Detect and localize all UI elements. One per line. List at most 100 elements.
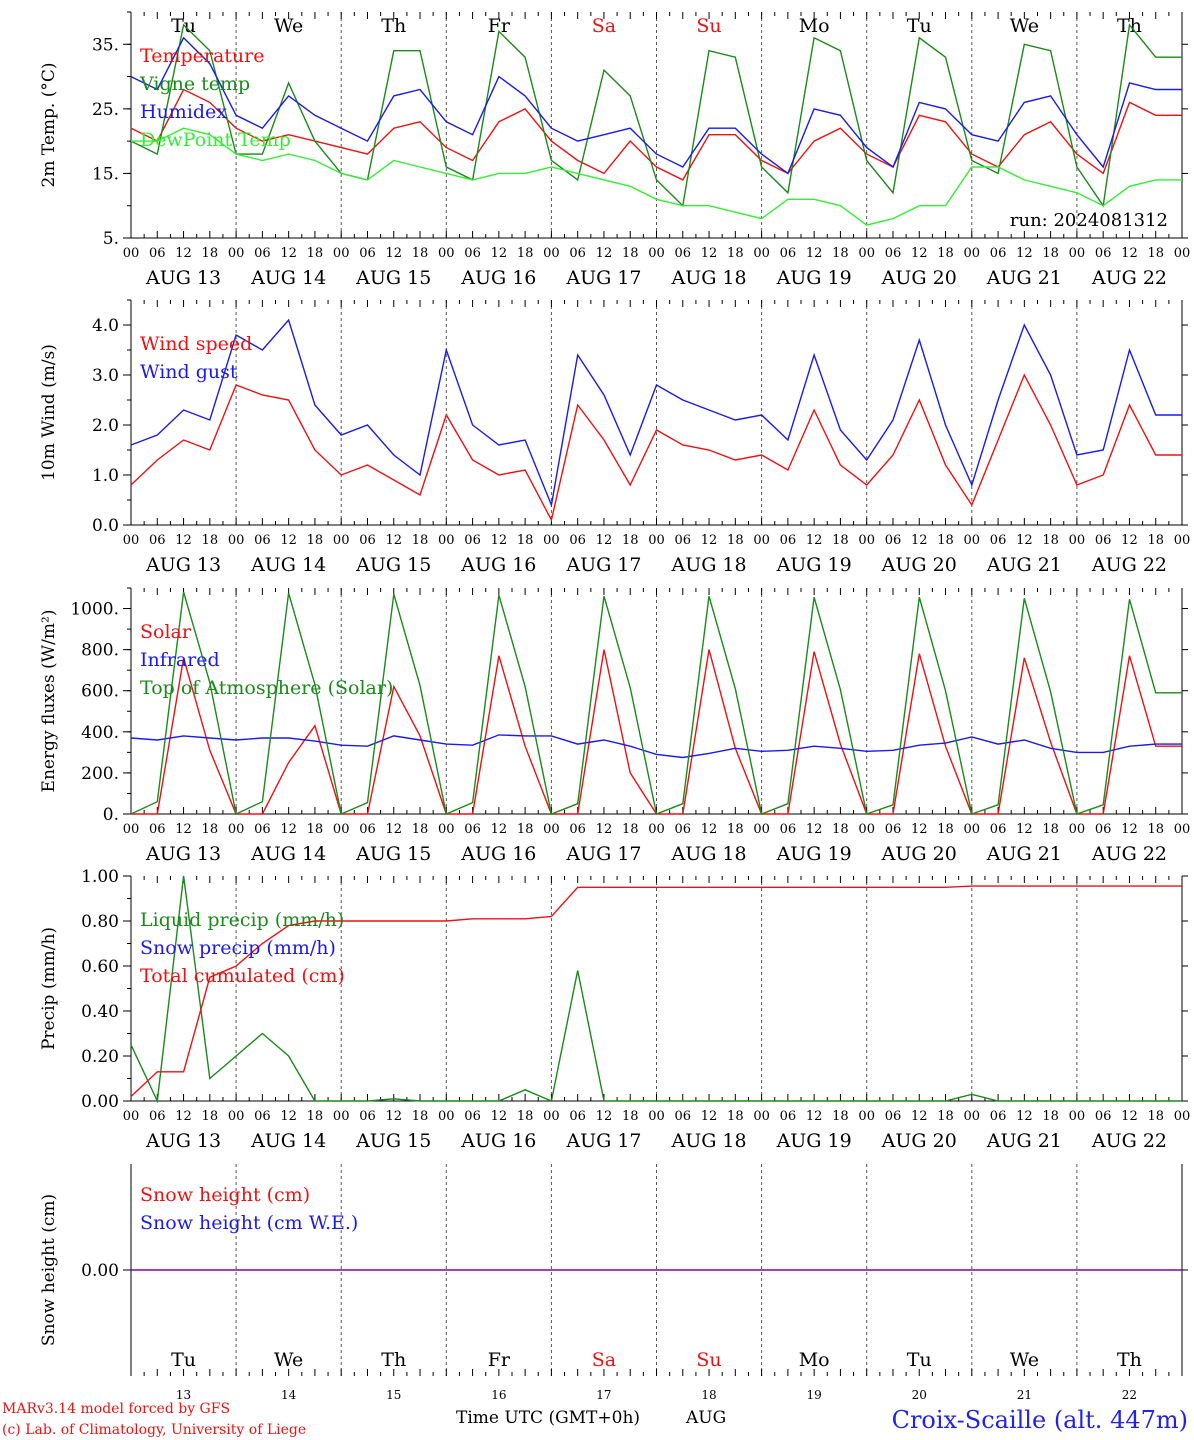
hour-tick-label: 00 bbox=[753, 246, 770, 261]
y-tick-label: 4.0 bbox=[92, 316, 119, 336]
date-label: AUG 15 bbox=[355, 554, 431, 576]
hour-tick-label: 12 bbox=[1016, 533, 1033, 548]
hour-tick-label: 06 bbox=[254, 246, 271, 261]
hour-tick-label: 18 bbox=[202, 1109, 219, 1124]
hour-tick-label: 06 bbox=[1095, 1109, 1112, 1124]
y-tick-label: 0.80 bbox=[81, 912, 119, 932]
legend-entry: Snow height (cm W.E.) bbox=[140, 1212, 358, 1234]
hour-tick-label: 00 bbox=[648, 822, 665, 837]
hour-tick-label: 12 bbox=[1016, 246, 1033, 261]
hour-tick-label: 18 bbox=[202, 533, 219, 548]
series-line bbox=[131, 127, 1182, 226]
hour-tick-label: 18 bbox=[1147, 822, 1164, 837]
y-axis-label: 10m Wind (m/s) bbox=[39, 344, 59, 481]
hour-tick-label: 12 bbox=[385, 1109, 402, 1124]
date-label: AUG 16 bbox=[460, 843, 536, 865]
hour-tick-label: 18 bbox=[202, 246, 219, 261]
hour-tick-label: 18 bbox=[412, 533, 429, 548]
hour-tick-label: 12 bbox=[596, 533, 613, 548]
model-credit-line1: MARv3.14 model forced by GFS bbox=[2, 1401, 230, 1417]
day-number-label: 17 bbox=[596, 1388, 611, 1402]
day-number-label: 20 bbox=[912, 1388, 927, 1402]
time-axis-label: Time UTC (GMT+0h) bbox=[456, 1408, 640, 1428]
date-label: AUG 22 bbox=[1091, 1130, 1167, 1152]
weekday-label: We bbox=[274, 15, 303, 37]
hour-tick-label: 18 bbox=[937, 246, 954, 261]
panel-2: 0.0 1.0 2.0 3.0 4.0 10m Wind (m/s) 00 06 12 18 00 0… bbox=[39, 299, 1190, 576]
series-line bbox=[130, 373, 1182, 522]
panel-3: 0. 200. 400. 600. 800. 1000. Energy fluxes (W/… bbox=[39, 587, 1190, 865]
weekday-label: Tu bbox=[171, 1349, 196, 1371]
hour-tick-label: 06 bbox=[885, 533, 902, 548]
hour-tick-label: 00 bbox=[1069, 246, 1086, 261]
day-number-label: 15 bbox=[386, 1388, 401, 1402]
date-label: AUG 19 bbox=[776, 554, 852, 576]
hour-tick-label: 06 bbox=[1095, 246, 1112, 261]
legend-entry: Snow height (cm) bbox=[140, 1184, 310, 1206]
hour-tick-label: 06 bbox=[569, 246, 586, 261]
hour-tick-label: 06 bbox=[780, 1109, 797, 1124]
y-tick-label: 1.00 bbox=[81, 867, 119, 887]
legend-entry: Wind speed bbox=[140, 333, 252, 355]
weekday-label: We bbox=[1010, 1349, 1039, 1371]
legend-entry: Vigne temp bbox=[139, 73, 250, 95]
hour-tick-label: 12 bbox=[1016, 822, 1033, 837]
hour-tick-label: 12 bbox=[385, 533, 402, 548]
date-label: AUG 22 bbox=[1091, 267, 1167, 289]
date-label: AUG 22 bbox=[1091, 843, 1167, 865]
date-label: AUG 21 bbox=[986, 554, 1062, 576]
hour-tick-label: 18 bbox=[1147, 533, 1164, 548]
hour-tick-label: 00 bbox=[648, 1109, 665, 1124]
hour-tick-label: 18 bbox=[727, 533, 744, 548]
hour-tick-label: 00 bbox=[543, 1109, 560, 1124]
y-tick-label: 400. bbox=[81, 723, 119, 743]
date-label: AUG 18 bbox=[670, 843, 746, 865]
hour-tick-label: 06 bbox=[149, 246, 166, 261]
hour-tick-label: 12 bbox=[280, 1109, 297, 1124]
date-label: AUG 20 bbox=[881, 267, 957, 289]
hour-tick-label: 06 bbox=[254, 822, 271, 837]
legend-entry: Total cumulated (cm) bbox=[140, 965, 345, 987]
hour-tick-label: 12 bbox=[385, 246, 402, 261]
date-label: AUG 17 bbox=[565, 554, 641, 576]
hour-tick-label: 00 bbox=[648, 246, 665, 261]
hour-tick-label: 00 bbox=[228, 1109, 245, 1124]
hour-tick-label: 00 bbox=[228, 822, 245, 837]
hour-tick-label: 00 bbox=[858, 533, 875, 548]
y-axis-label: Snow height (cm) bbox=[39, 1194, 59, 1346]
hour-tick-label: 12 bbox=[175, 246, 192, 261]
hour-tick-label: 06 bbox=[569, 1109, 586, 1124]
hour-tick-label: 06 bbox=[149, 822, 166, 837]
weekday-label: Mo bbox=[799, 15, 830, 37]
hour-tick-label: 12 bbox=[911, 1109, 928, 1124]
hour-tick-label: 12 bbox=[385, 822, 402, 837]
hour-tick-label: 12 bbox=[1016, 1109, 1033, 1124]
hour-tick-label: 00 bbox=[858, 1109, 875, 1124]
hour-tick-label: 18 bbox=[1147, 246, 1164, 261]
hour-tick-label: 00 bbox=[1174, 1109, 1191, 1124]
date-label: AUG 15 bbox=[355, 267, 431, 289]
weekday-label: Sa bbox=[592, 15, 616, 37]
date-label: AUG 14 bbox=[250, 554, 326, 576]
day-number-label: 18 bbox=[701, 1388, 716, 1402]
footer: MARv3.14 model forced by GFS (c) Lab. of… bbox=[2, 1401, 1188, 1438]
y-tick-label: 1.0 bbox=[92, 466, 119, 486]
y-tick-label: 0.0 bbox=[92, 516, 119, 536]
weekday-label: Su bbox=[696, 1349, 721, 1371]
weekday-label: Tu bbox=[907, 1349, 932, 1371]
legend-entry: Humidex bbox=[140, 101, 227, 123]
hour-tick-label: 18 bbox=[727, 246, 744, 261]
date-label: AUG 22 bbox=[1091, 554, 1167, 576]
date-label: AUG 19 bbox=[776, 267, 852, 289]
day-number-label: 22 bbox=[1122, 1388, 1137, 1402]
date-label: AUG 13 bbox=[145, 1130, 221, 1152]
date-label: AUG 13 bbox=[145, 843, 221, 865]
date-label: AUG 20 bbox=[881, 1130, 957, 1152]
hour-tick-label: 06 bbox=[1095, 533, 1112, 548]
date-label: AUG 17 bbox=[565, 267, 641, 289]
hour-tick-label: 06 bbox=[675, 822, 692, 837]
panel-5: 0.00 Snow height (cm) Tu We Th Fr Sa Su Mo Tu We Th… bbox=[39, 1164, 1188, 1402]
hour-tick-label: 00 bbox=[228, 246, 245, 261]
date-label: AUG 17 bbox=[565, 843, 641, 865]
hour-tick-label: 06 bbox=[359, 246, 376, 261]
